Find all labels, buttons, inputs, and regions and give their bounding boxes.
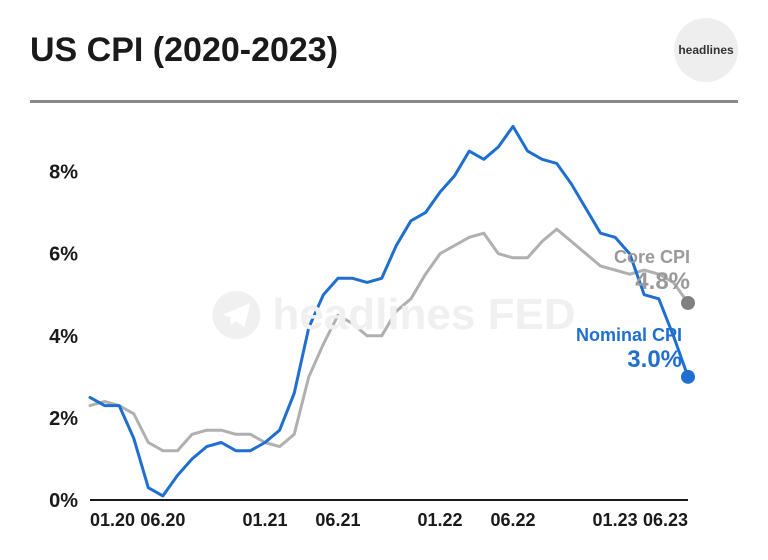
x-tick-label: 01.22 — [418, 510, 463, 530]
x-tick-label: 01.20 — [90, 510, 135, 530]
page-title: US CPI (2020-2023) — [30, 31, 338, 70]
nominal-end-value: 3.0% — [627, 346, 682, 373]
x-tick-label: 01.21 — [243, 510, 288, 530]
y-tick-label: 2% — [49, 408, 78, 430]
x-tick-label: 06.23 — [643, 510, 688, 530]
headlines-logo: headlines — [674, 18, 738, 82]
y-tick-label: 4% — [49, 326, 78, 348]
core-end-marker — [681, 296, 695, 310]
core-end-value: 4.8% — [635, 268, 690, 295]
y-tick-label: 6% — [49, 244, 78, 266]
core-series-label: Core CPI — [614, 247, 690, 267]
cpi-line-chart: headlines FED 0%2%4%6%8%01.2006.2001.210… — [30, 100, 758, 540]
x-tick-label: 06.22 — [490, 510, 535, 530]
y-tick-label: 0% — [49, 490, 78, 512]
chart-svg: 0% 2% 4% 6% 8% 01.2006.20 01.21 06.21 01.22 06.22… — [30, 100, 758, 540]
logo-text: headlines — [678, 43, 733, 57]
x-tick-label: 06.21 — [315, 510, 360, 530]
x-tick-label: 01.23 — [593, 510, 638, 530]
y-tick-label: 8% — [49, 162, 78, 184]
x-tick-label: 06.20 — [140, 510, 185, 530]
nominal-end-marker — [681, 370, 695, 384]
nominal-series-label: Nominal CPI — [576, 325, 682, 345]
series-line — [90, 126, 688, 496]
